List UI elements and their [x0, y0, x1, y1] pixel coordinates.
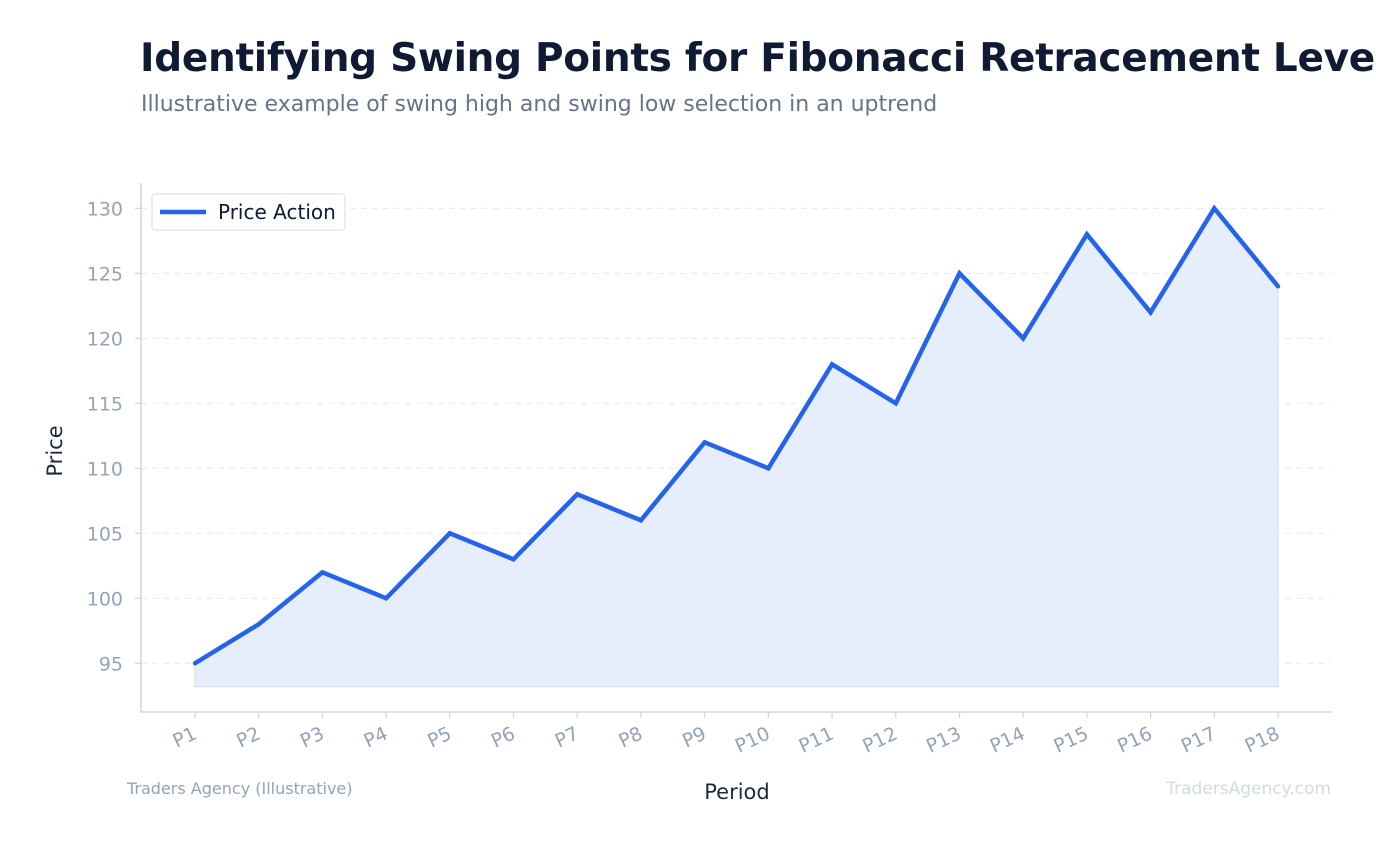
chart-title: Identifying Swing Points for Fibonacci R… [140, 36, 1376, 81]
brand-watermark: TradersAgency.com [1166, 779, 1331, 799]
line-layer [192, 204, 1281, 666]
data-point-P15 [1084, 232, 1090, 237]
y-tick-label-120: 120 [87, 328, 123, 350]
data-point-P11 [829, 362, 835, 367]
y-tick-label-130: 130 [87, 198, 123, 220]
x-tick-label-P15: P15 [1050, 723, 1092, 758]
x-tick-label-P17: P17 [1178, 723, 1220, 758]
data-point-P14 [1020, 336, 1026, 341]
x-tick-label-P8: P8 [615, 723, 646, 753]
axes [135, 183, 1331, 718]
data-point-P9 [702, 440, 707, 445]
data-point-P10 [766, 466, 771, 471]
y-tick-labels: 95 100 105 110 115 120 125 130 [87, 198, 123, 675]
y-tick-label-105: 105 [87, 523, 123, 545]
y-tick-label-125: 125 [87, 263, 123, 285]
x-tick-label-P13: P13 [923, 723, 965, 758]
data-point-P18 [1275, 284, 1281, 289]
legend[interactable]: Price Action [151, 193, 346, 231]
x-tick-label-P2: P2 [233, 723, 264, 753]
data-point-P7 [575, 492, 580, 497]
y-tick-label-95: 95 [99, 653, 123, 675]
data-point-P4 [383, 596, 389, 601]
x-tick-label-P10: P10 [732, 723, 774, 758]
chart-subtitle: Illustrative example of swing high and s… [141, 92, 938, 117]
x-axis-label: Period [704, 780, 769, 804]
x-tick-label-P1: P1 [169, 723, 200, 753]
data-point-P17 [1212, 206, 1217, 211]
x-tick-label-P9: P9 [679, 723, 710, 753]
x-tick-label-P12: P12 [859, 723, 901, 758]
x-tick-labels: P1 P2 P3 P4 P5 P6 P7 P8 P9 P10 P11 P12 P13 P14 P15 P16 P… [169, 723, 1283, 758]
legend-box [151, 193, 346, 231]
data-point-P12 [893, 401, 898, 406]
data-point-P3 [320, 570, 325, 575]
y-tick-label-100: 100 [87, 588, 123, 610]
legend-label-price-action: Price Action [218, 200, 336, 224]
data-point-P2 [256, 622, 261, 627]
data-point-P16 [1148, 310, 1153, 315]
x-tick-label-P14: P14 [987, 723, 1029, 758]
y-axis-label: Price [43, 425, 67, 476]
x-tick-label-P3: P3 [297, 723, 328, 753]
area-layer [194, 207, 1279, 688]
x-tick-label-P11: P11 [796, 723, 838, 758]
y-tick-label-115: 115 [87, 393, 123, 415]
data-point-P5 [447, 531, 453, 536]
data-point-P6 [511, 557, 516, 562]
x-tick-label-P18: P18 [1242, 723, 1284, 758]
price-action-line [193, 204, 1280, 666]
x-tick-label-P6: P6 [488, 723, 519, 753]
data-point-P1 [192, 661, 198, 666]
data-point-P8 [638, 518, 644, 523]
y-tick-label-110: 110 [87, 458, 123, 480]
data-point-P13 [957, 271, 962, 276]
x-tick-label-P5: P5 [424, 723, 455, 753]
price-action-area [194, 207, 1279, 688]
x-tick-label-P16: P16 [1114, 723, 1156, 758]
source-note: Traders Agency (Illustrative) [127, 779, 353, 798]
x-tick-label-P7: P7 [552, 723, 583, 753]
x-tick-label-P4: P4 [361, 723, 392, 753]
